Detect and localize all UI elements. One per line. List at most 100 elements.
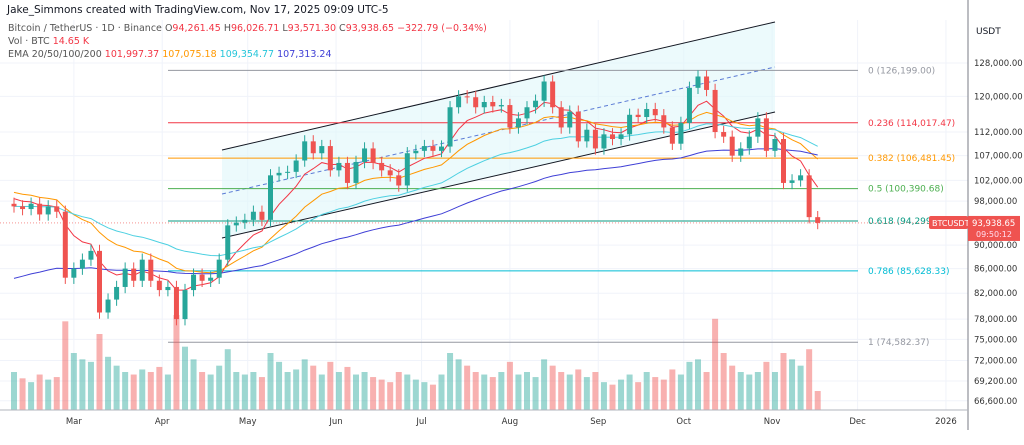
candle-body [79,259,85,269]
volume-value: 14.65 K [52,36,90,47]
fib-level-label: 0.786 (85,628.33) [868,267,949,277]
volume-bar [62,321,69,410]
volume-bar [575,369,582,410]
candle-body [156,280,162,291]
candle-body [524,107,530,119]
volume-bar [763,361,770,410]
symbol-name[interactable]: Bitcoin / TetherUS · 1D · Binance [8,23,162,34]
last-price-label: 93,938.65 [972,219,1015,229]
volume-bar [703,372,710,410]
volume-bar [241,374,248,410]
candle-body [105,299,111,313]
volume-bar [361,372,368,410]
candle-body [191,274,197,291]
candle-body [11,203,17,207]
legend-volume-row: Vol · BTC 14.65 K [8,35,487,48]
countdown-label: 09:50:12 [976,230,1012,239]
volume-bar [105,356,112,410]
candle-body [344,162,350,183]
volume-bar [79,359,86,410]
volume-bar [780,353,787,410]
candle-body [592,129,598,149]
volume-bar [592,372,599,410]
volume-bar [19,378,26,410]
volume-bar [353,374,359,410]
time-tick-label: Sep [590,417,606,427]
volume-bar [130,374,137,410]
legend: Bitcoin / TetherUS · 1D · Binance O94,26… [8,22,487,61]
volume-bar [87,361,94,410]
price-tick-label: 72,000.00 [974,356,1017,366]
currency-label: USDT [976,27,1001,37]
author-line: Jake_Simmons created with TradingView.co… [7,4,389,16]
volume-bar [489,377,496,410]
candle-body [242,219,248,223]
fib-level-label: 0.236 (114,017.47) [868,119,955,129]
volume-bar [378,379,385,410]
candle-body [704,76,710,90]
volume-bar [28,382,35,410]
low-value: 93,571.30 [287,23,337,34]
time-tick-label: 2026 [935,417,957,427]
volume-bar [549,365,556,410]
candle-body [293,160,299,172]
candle-body [62,211,68,278]
candle-body [430,146,436,151]
candle-body [507,105,513,128]
candle-body [456,96,462,108]
candle-body [447,107,453,147]
volume-bar [122,372,129,410]
ema100-value: 109,354.77 [219,49,275,60]
time-tick-label: Jun [328,417,342,427]
candle-body [276,172,282,176]
symbol-price-tag [929,215,968,229]
volume-bar [746,374,753,410]
volume-bar [506,361,513,410]
volume-bar [190,359,197,410]
last-price-tag [968,215,1020,241]
candle-body [712,89,718,133]
candle-body [259,211,265,220]
price-tick-label: 75,000.00 [974,335,1017,345]
volume-bar [686,361,693,410]
volume-bar [387,382,394,410]
volume-bar [429,384,436,410]
candle-body [182,290,188,320]
volume-bar [113,365,120,410]
candle-body [558,107,564,128]
candle-body [627,114,633,135]
price-tick-label: 128,000.00 [974,59,1023,69]
volume-bar [712,318,719,410]
fib-level-label: 1 (74,582.37) [868,338,929,348]
candle-body [285,171,291,173]
price-tick-label: 120,000.00 [974,92,1023,102]
volume-bar [438,374,445,410]
volume-bar [541,359,548,410]
price-tick-label: 86,000.00 [974,265,1017,275]
volume-bar [720,353,727,410]
candle-body [387,170,393,176]
candle-body [148,259,154,281]
volume-bar [447,353,454,410]
volume-bar [70,353,77,410]
candle-body [789,180,795,183]
legend-symbol-row: Bitcoin / TetherUS · 1D · Binance O94,26… [8,22,487,35]
volume-bar [609,384,616,410]
candle-body [45,206,51,215]
volume-bar [284,372,291,410]
volume-bar [182,346,188,410]
volume-label[interactable]: Vol · BTC [8,36,50,47]
volume-bar [729,365,736,410]
candle-body [396,175,402,186]
ema-label[interactable]: EMA 20/50/100/200 [8,49,102,60]
candle-body [695,76,701,88]
volume-bar [643,372,650,410]
volume-bar [156,366,163,410]
candle-body [199,274,205,281]
volume-bar [669,369,676,410]
ema50-value: 107,075.18 [162,49,217,60]
candle-body [575,111,581,142]
candle-body [302,141,308,161]
candle-body [131,268,137,281]
